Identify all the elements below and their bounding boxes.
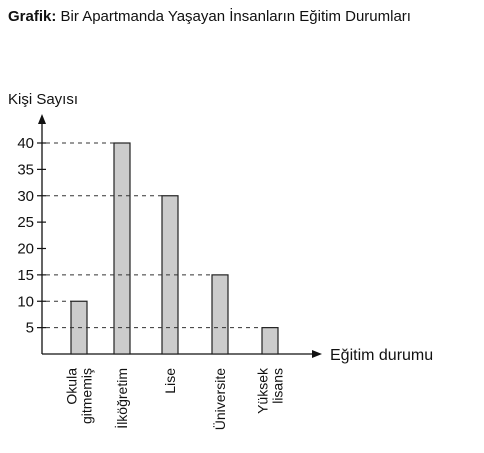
x-axis-label: Eğitim durumu bbox=[330, 347, 433, 364]
title-text: Bir Apartmanda Yaşayan İnsanların Eğitim… bbox=[60, 8, 411, 25]
bar bbox=[261, 327, 279, 355]
y-axis-label: Kişi Sayısı bbox=[8, 91, 78, 108]
y-tick-label: 40 bbox=[17, 135, 34, 152]
chart-title: Grafik: Bir Apartmanda Yaşayan İnsanları… bbox=[8, 6, 468, 27]
bar bbox=[113, 142, 131, 355]
y-tick-label: 25 bbox=[17, 214, 34, 231]
x-tick-label: Yüksek bbox=[255, 367, 271, 414]
y-tick-label: 15 bbox=[17, 267, 34, 284]
x-axis-arrow bbox=[312, 350, 322, 358]
bar bbox=[211, 274, 229, 355]
y-tick-label: 5 bbox=[26, 320, 34, 337]
y-tick-label: 20 bbox=[17, 241, 34, 258]
y-tick-label: 10 bbox=[17, 293, 34, 310]
y-axis-arrow bbox=[38, 114, 46, 124]
title-prefix: Grafik: bbox=[8, 8, 57, 25]
x-tick-label: Üniversite bbox=[211, 368, 228, 430]
x-tick-label: Lise bbox=[162, 368, 178, 394]
y-tick-label: 35 bbox=[17, 161, 34, 178]
x-tick-label: gitmemiş bbox=[79, 368, 95, 424]
x-tick-label: lisans bbox=[270, 368, 286, 404]
y-tick-label: 30 bbox=[17, 188, 34, 205]
x-tick-label: İlköğretim bbox=[113, 368, 130, 429]
x-tick-label: Okula bbox=[64, 368, 80, 405]
